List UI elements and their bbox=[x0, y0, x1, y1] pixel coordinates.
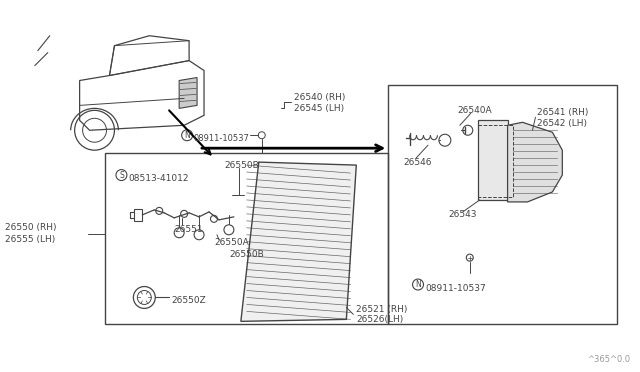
Text: 26521 (RH): 26521 (RH) bbox=[356, 305, 408, 314]
Text: 26555 (LH): 26555 (LH) bbox=[5, 235, 55, 244]
Bar bbox=[477, 125, 513, 197]
Text: 26550B: 26550B bbox=[224, 161, 259, 170]
Polygon shape bbox=[508, 122, 563, 202]
Text: N: N bbox=[415, 280, 421, 289]
Text: 26550 (RH): 26550 (RH) bbox=[5, 223, 56, 232]
Bar bbox=[388, 86, 617, 324]
Text: N: N bbox=[184, 131, 190, 140]
Text: 26540A: 26540A bbox=[458, 106, 492, 115]
Text: 26541 (RH): 26541 (RH) bbox=[538, 108, 589, 117]
Polygon shape bbox=[241, 162, 356, 321]
Text: 26543: 26543 bbox=[448, 210, 476, 219]
Text: 08911-10537: 08911-10537 bbox=[193, 134, 249, 143]
Text: 26551: 26551 bbox=[174, 225, 203, 234]
Polygon shape bbox=[179, 77, 197, 108]
Text: 26542 (LH): 26542 (LH) bbox=[538, 119, 588, 128]
Text: 26550B: 26550B bbox=[229, 250, 264, 259]
Text: 08911-10537: 08911-10537 bbox=[425, 283, 486, 292]
Text: 26550Z: 26550Z bbox=[171, 296, 206, 305]
Text: S: S bbox=[119, 170, 124, 180]
Text: 26545 (LH): 26545 (LH) bbox=[294, 104, 344, 113]
Text: 26540 (RH): 26540 (RH) bbox=[294, 93, 345, 102]
Text: 26546: 26546 bbox=[403, 158, 431, 167]
Text: 26550A: 26550A bbox=[214, 238, 249, 247]
Bar bbox=[477, 120, 508, 200]
Bar bbox=[104, 153, 388, 324]
Text: 08513-41012: 08513-41012 bbox=[129, 174, 189, 183]
Text: 26526(LH): 26526(LH) bbox=[356, 315, 404, 324]
Text: ^365^0.0: ^365^0.0 bbox=[588, 355, 630, 364]
